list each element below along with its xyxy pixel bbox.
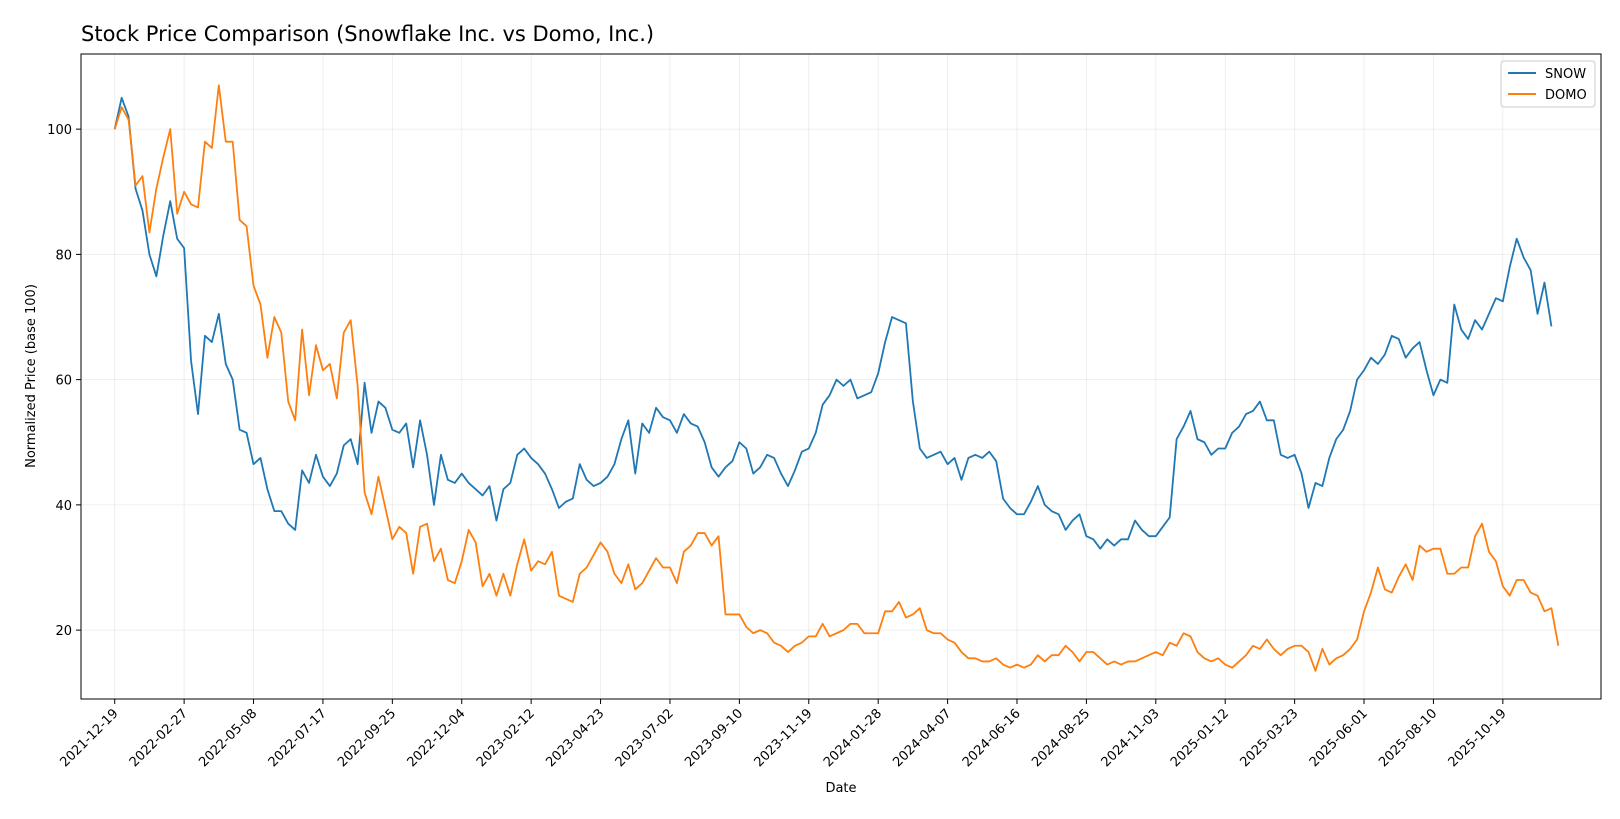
x-tick-label: 2024-04-07 [890, 706, 954, 770]
x-tick-label: 2023-07-02 [613, 706, 677, 770]
x-tick-label: 2024-08-25 [1029, 706, 1093, 770]
x-tick-label: 2025-10-19 [1446, 706, 1510, 770]
legend-label-snow: SNOW [1545, 67, 1586, 82]
grid-lines [81, 54, 1601, 699]
y-tick-label: 20 [55, 624, 72, 639]
x-tick-label: 2023-04-23 [543, 706, 607, 770]
series-line-domo [113, 84, 1560, 672]
x-tick-label: 2021-12-19 [58, 706, 122, 770]
x-tick-label: 2023-02-12 [474, 706, 538, 770]
x-tick-label: 2025-06-01 [1307, 706, 1371, 770]
x-axis: 2021-12-19 2022-02-27 2022-05-08 2022-07-17… [58, 699, 1510, 770]
x-tick-label: 2025-08-10 [1376, 706, 1440, 770]
legend-label-domo: DOMO [1545, 88, 1587, 103]
x-tick-label: 2022-12-04 [405, 706, 469, 770]
y-tick-label: 80 [55, 248, 72, 263]
x-tick-label: 2022-07-17 [266, 706, 330, 770]
y-tick-label: 40 [55, 499, 72, 514]
y-axis: 20 40 60 80 100 [47, 123, 81, 639]
series-line-snow [113, 96, 1553, 550]
chart-title: Stock Price Comparison (Snowflake Inc. v… [81, 22, 654, 46]
x-tick-label: 2023-09-10 [682, 706, 746, 770]
y-tick-label: 60 [55, 374, 72, 389]
x-tick-label: 2025-03-23 [1237, 706, 1301, 770]
x-tick-label: 2022-05-08 [196, 706, 260, 770]
x-tick-label: 2024-01-28 [821, 706, 885, 770]
x-tick-label: 2024-11-03 [1099, 706, 1163, 770]
x-tick-label: 2022-02-27 [127, 706, 191, 770]
y-axis-label: Normalized Price (base 100) [24, 284, 39, 468]
series-lines [113, 84, 1560, 672]
x-tick-label: 2023-11-19 [752, 706, 816, 770]
legend: SNOW DOMO [1500, 60, 1596, 108]
x-axis-label: Date [825, 781, 856, 796]
x-tick-label: 2025-01-12 [1168, 706, 1232, 770]
plot-frame [80, 53, 1602, 700]
x-tick-label: 2022-09-25 [335, 706, 399, 770]
y-tick-label: 100 [47, 123, 72, 138]
x-tick-label: 2024-06-16 [960, 706, 1024, 770]
